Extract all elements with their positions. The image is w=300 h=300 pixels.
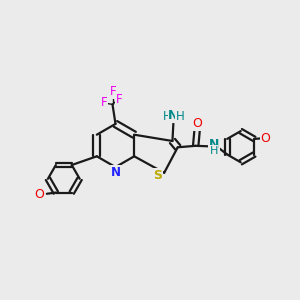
Text: F: F xyxy=(101,96,107,110)
Text: F: F xyxy=(110,85,116,98)
Text: H: H xyxy=(162,110,171,124)
Text: H: H xyxy=(176,110,184,124)
Text: O: O xyxy=(261,131,271,145)
Text: O: O xyxy=(34,188,44,201)
Text: N: N xyxy=(110,166,121,179)
Text: O: O xyxy=(192,117,202,130)
Text: N: N xyxy=(208,137,219,151)
Text: N: N xyxy=(168,109,178,122)
Text: S: S xyxy=(153,169,162,182)
Text: H: H xyxy=(209,146,218,156)
Text: F: F xyxy=(116,92,122,106)
